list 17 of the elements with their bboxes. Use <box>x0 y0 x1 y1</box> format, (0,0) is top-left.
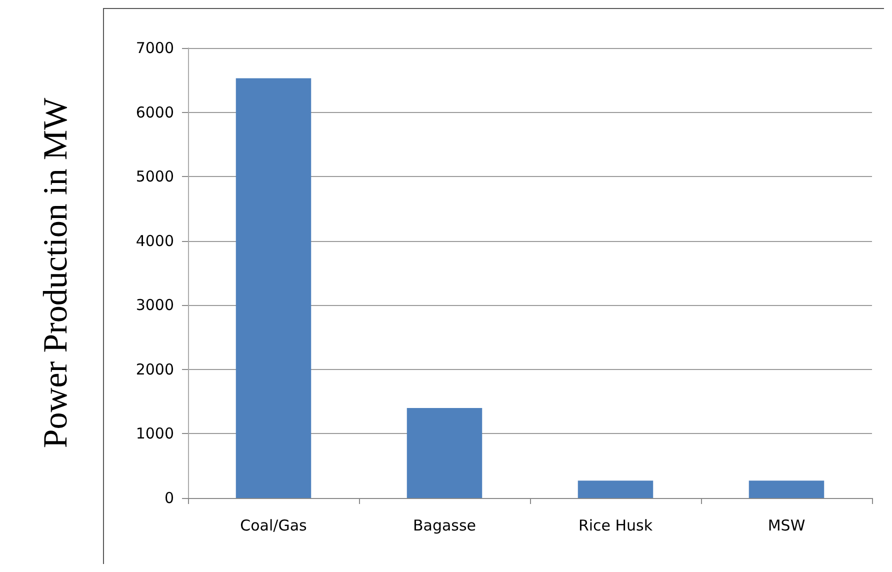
bar <box>748 480 824 498</box>
bar <box>406 408 482 498</box>
x-tick-label: Coal/Gas <box>240 516 308 534</box>
y-axis-title: Power Production in MW <box>38 96 74 448</box>
y-tick-label: 3000 <box>136 296 174 314</box>
y-tick-label: 0 <box>164 489 174 507</box>
x-tick-label: MSW <box>768 516 806 534</box>
y-tick-label: 5000 <box>136 168 174 186</box>
bar <box>578 480 654 498</box>
y-tick-label: 6000 <box>136 103 174 122</box>
y-tick-label: 1000 <box>136 424 174 443</box>
bar <box>236 78 312 498</box>
y-tick-label: 2000 <box>136 360 174 378</box>
y-tick-label: 4000 <box>136 232 174 250</box>
y-tick-label: 7000 <box>136 39 174 57</box>
x-tick-label: Rice Husk <box>578 516 653 534</box>
x-tick-label: Bagasse <box>412 516 476 534</box>
